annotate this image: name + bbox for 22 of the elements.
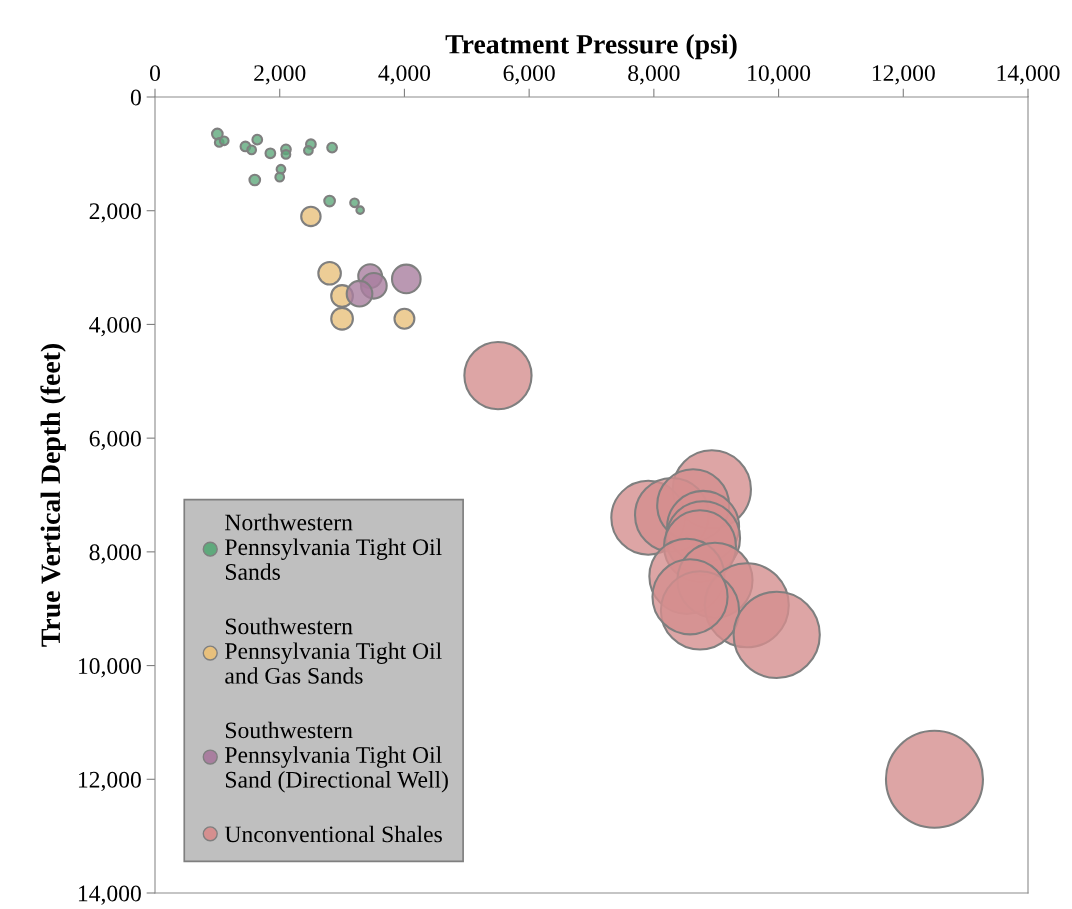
legend-label: Northwestern Pennsylvania Tight Oil Sands: [225, 513, 442, 580]
x-tick-label: 2,000: [254, 65, 306, 85]
y-tick-label: 12,000: [78, 771, 141, 792]
legend-label: Unconventional Shales: [224, 825, 442, 843]
y-tick-label: 2,000: [89, 203, 141, 223]
x-tick-label: 4,000: [378, 65, 431, 85]
x-tick-label: 8,000: [628, 65, 680, 85]
legend-label: Southwestern Pennsylvania Tight Oil and Gas Sands: [225, 617, 442, 684]
y-tick-label: 4,000: [89, 316, 141, 337]
x-axis-title: Treatment Pressure (psi): [445, 34, 737, 60]
x-tick-label: 0: [150, 65, 160, 82]
x-tick-label: 14,000: [997, 65, 1060, 85]
y-tick-label: 8,000: [89, 544, 141, 564]
y-tick-label: 6,000: [89, 430, 141, 450]
x-tick-label: 10,000: [748, 65, 811, 85]
y-tick-label: 14,000: [78, 885, 141, 905]
y-tick-label: 0: [130, 89, 141, 106]
x-tick-label: 12,000: [872, 65, 935, 85]
y-axis-title: True Vertical Depth (feet): [40, 344, 66, 647]
y-tick-label: 10,000: [78, 658, 141, 678]
legend-label: Southwestern Pennsylvania Tight Oil Sand (Directional Well): [225, 721, 448, 793]
x-tick-label: 6,000: [503, 65, 555, 85]
